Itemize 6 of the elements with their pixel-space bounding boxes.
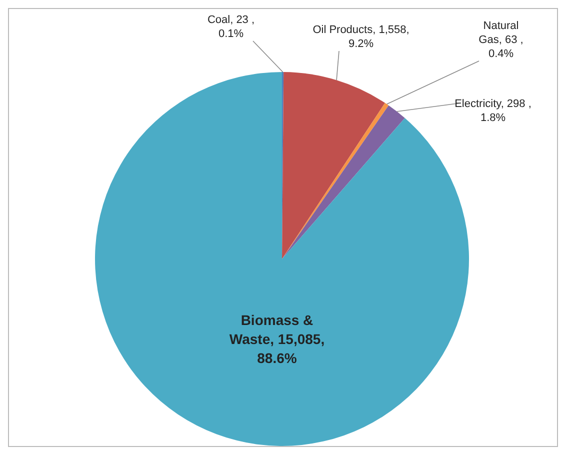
pie-slice [282,72,386,259]
slice-label: Biomass & Waste, 15,085, 88.6% [229,312,325,366]
slice-label: Oil Products, 1,558, 9.2% [312,24,410,50]
slice-label: Electricity, 298 , 1.8% [454,98,532,124]
slice-label: Coal, 23 , 0.1% [207,14,255,40]
slice-label: Natural Gas, 63 , 0.4% [478,20,524,60]
